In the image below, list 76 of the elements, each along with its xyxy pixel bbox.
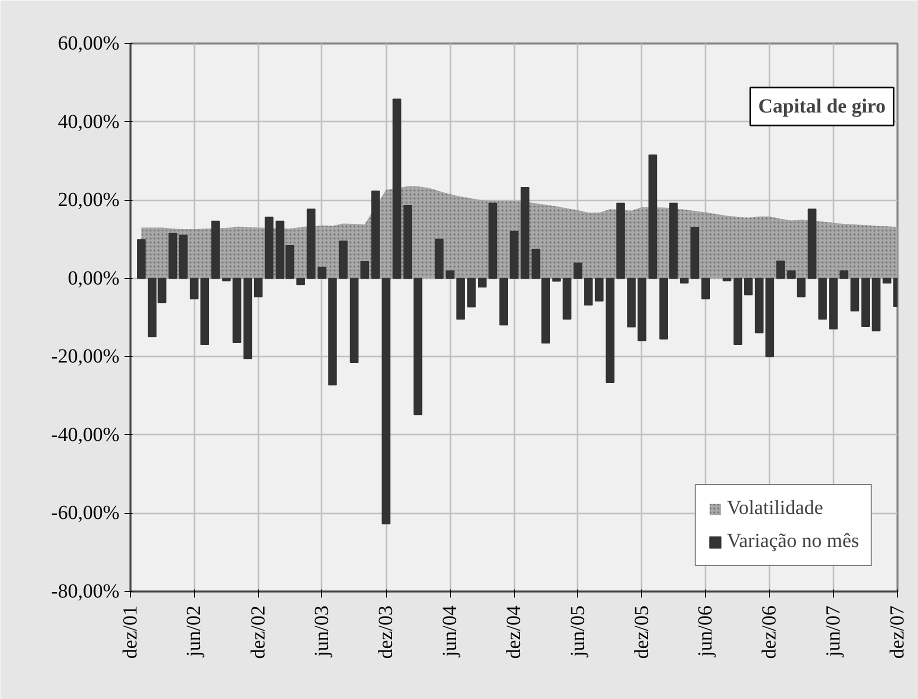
- x-tick-label: dez/07: [886, 606, 908, 659]
- bar: [456, 278, 465, 320]
- bar: [818, 278, 827, 320]
- bar: [168, 232, 178, 279]
- bar: [137, 239, 146, 279]
- x-tick-label: jun/03: [310, 605, 333, 658]
- x-tick-label: dez/06: [758, 606, 781, 659]
- bar: [264, 216, 274, 279]
- bar: [222, 278, 231, 282]
- bar: [328, 278, 337, 386]
- x-tick-label: dez/01: [120, 606, 142, 659]
- bar: [754, 278, 764, 334]
- bar: [371, 190, 380, 279]
- bar: [744, 278, 753, 296]
- bar: [254, 278, 263, 298]
- y-tick-label: -20,00%: [51, 346, 120, 368]
- legend-label: Variação no mês: [726, 530, 859, 553]
- bar: [488, 202, 498, 279]
- y-tick-label: -40,00%: [51, 424, 120, 446]
- bar: [478, 278, 487, 288]
- y-tick-label: 60,00%: [58, 32, 120, 54]
- bar: [594, 278, 604, 302]
- bar: [616, 202, 625, 279]
- x-tick-label: jun/05: [566, 605, 589, 658]
- bar: [584, 278, 593, 306]
- bar: [318, 266, 326, 279]
- bar: [734, 278, 742, 346]
- bar: [392, 98, 402, 279]
- y-tick-label: -80,00%: [51, 580, 120, 602]
- bar: [690, 226, 700, 279]
- bar: [808, 208, 816, 279]
- bar: [382, 278, 390, 524]
- bar: [776, 260, 785, 279]
- bar: [648, 154, 658, 279]
- bar: [434, 238, 444, 279]
- bar: [520, 187, 530, 279]
- bar: [499, 278, 508, 326]
- x-tick-label: jun/07: [822, 605, 844, 658]
- bar: [467, 278, 476, 308]
- y-tick-label: 0,00%: [68, 267, 120, 290]
- text: Capital de giro: [758, 96, 886, 118]
- legend-label: Volatilidade: [726, 497, 824, 520]
- bar: [840, 270, 848, 279]
- bar: [861, 278, 870, 328]
- bar: [306, 208, 316, 279]
- bar: [446, 270, 454, 279]
- bar: [190, 278, 199, 300]
- bar: [606, 278, 614, 383]
- bar: [829, 278, 838, 330]
- x-tick-label: dez/05: [630, 606, 653, 659]
- x-tick-label: jun/06: [694, 605, 717, 658]
- bar: [701, 278, 710, 300]
- bar: [200, 278, 210, 346]
- x-tick-label: dez/04: [503, 606, 526, 659]
- bar: [765, 278, 774, 358]
- x-tick-label: dez/03: [375, 606, 398, 659]
- bar: [339, 240, 348, 279]
- bar: [872, 278, 880, 332]
- bar: [850, 278, 860, 312]
- bar: [179, 234, 188, 279]
- bar: [722, 278, 732, 282]
- x-tick-label: jun/02: [183, 605, 206, 658]
- bar: [232, 278, 242, 344]
- bar: [360, 261, 370, 279]
- x-tick-label: jun/04: [439, 605, 462, 658]
- y-tick-label: 20,00%: [58, 189, 120, 212]
- y-tick-label: -60,00%: [51, 502, 120, 524]
- bar: [680, 278, 689, 284]
- bar: [296, 278, 305, 286]
- bar: [211, 220, 220, 279]
- bar: [350, 278, 359, 364]
- y-tick-label: 40,00%: [58, 110, 120, 133]
- bar: [510, 230, 519, 279]
- bar: [243, 278, 252, 360]
- bar: [574, 262, 582, 279]
- x-tick-label: dez/02: [247, 606, 270, 659]
